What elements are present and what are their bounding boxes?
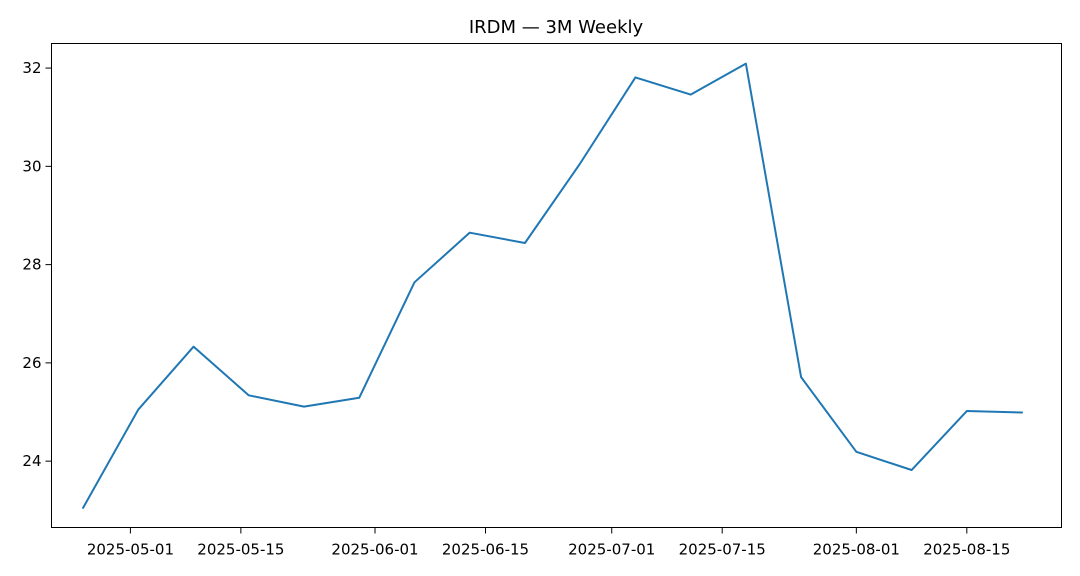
y-tick-label: 24: [22, 452, 41, 470]
x-tick-label: 2025-06-01: [331, 541, 418, 559]
y-axis: 24 26 28 30 32: [22, 59, 52, 470]
y-tick-label: 26: [22, 354, 41, 372]
x-tick-label: 2025-07-01: [568, 541, 655, 559]
x-tick-label: 2025-06-15: [442, 541, 529, 559]
x-axis: 2025-05-01 2025-05-15 2025-06-01 2025-06-15…: [87, 527, 1010, 559]
chart-title: IRDM — 3M Weekly: [469, 17, 644, 38]
y-tick-label: 30: [22, 157, 41, 175]
series-line: [82, 62, 1024, 509]
x-tick-label: 2025-05-01: [87, 541, 174, 559]
plot-series: [82, 62, 1024, 509]
x-tick-label: 2025-08-15: [923, 541, 1010, 559]
plot-frame: [51, 43, 1062, 528]
x-tick-label: 2025-08-01: [813, 541, 900, 559]
x-tick-label: 2025-07-15: [679, 541, 766, 559]
y-tick-label: 28: [22, 256, 41, 274]
x-tick-label: 2025-05-15: [197, 541, 284, 559]
y-tick-label: 32: [22, 59, 41, 77]
